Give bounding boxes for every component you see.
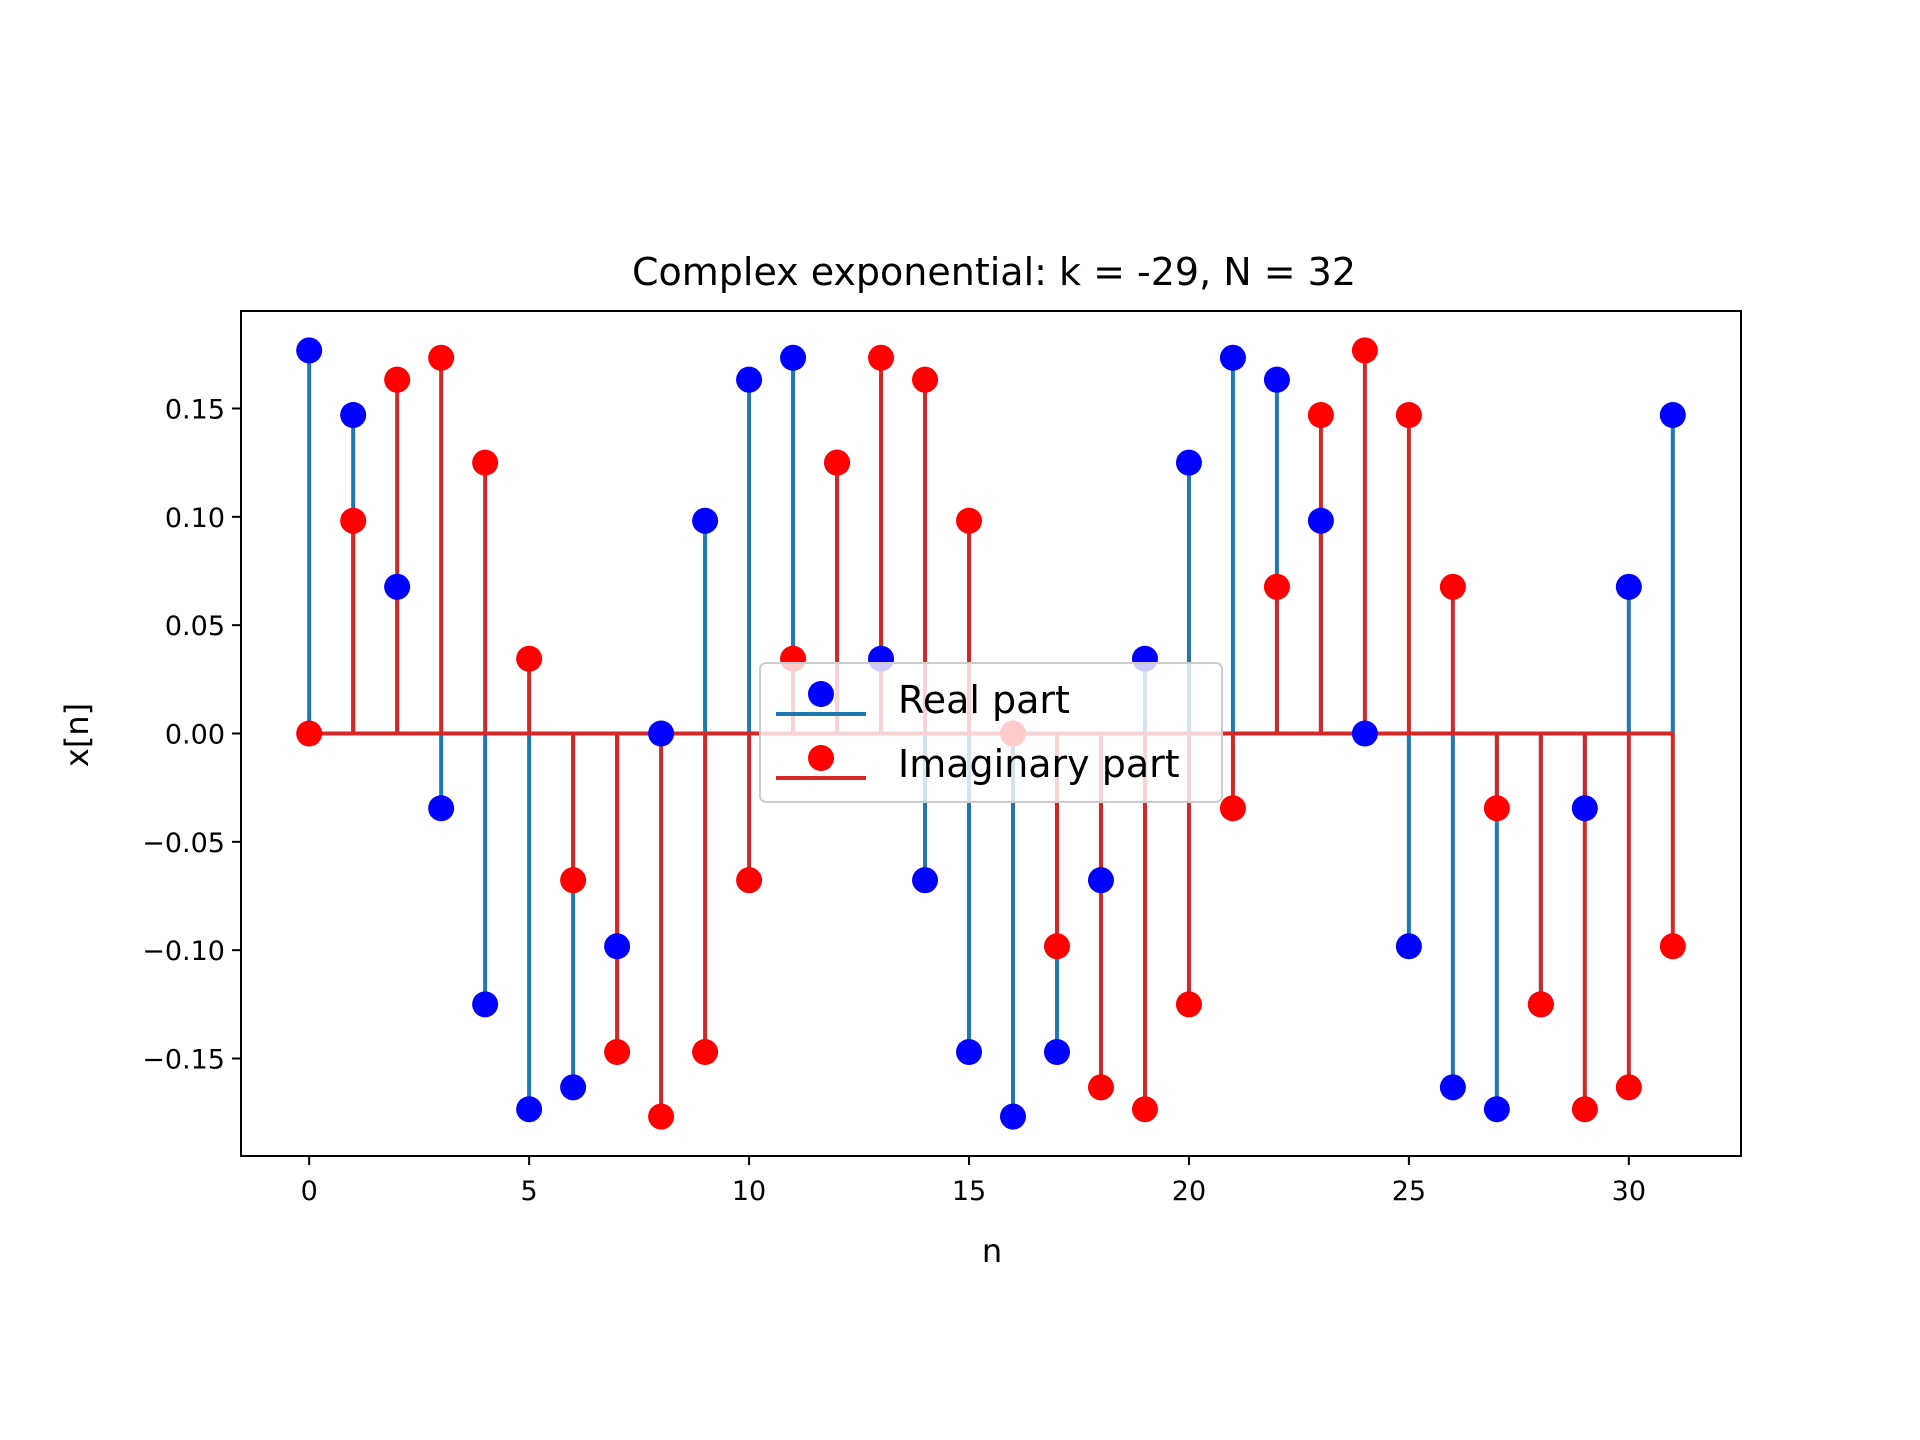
x-axis-ticks: 0 5 10 15 20 25 30 bbox=[301, 1156, 1646, 1207]
imaginary-marker-4 bbox=[472, 449, 499, 476]
imaginary-marker-28 bbox=[1527, 991, 1554, 1018]
real-marker-0 bbox=[296, 337, 323, 364]
x-tick-label-30: 30 bbox=[1612, 1176, 1646, 1207]
y-tick-label-3: 0.00 bbox=[165, 720, 225, 751]
imaginary-marker-26 bbox=[1439, 573, 1466, 600]
legend-real-marker bbox=[808, 681, 834, 707]
y-tick-label-0: −0.15 bbox=[142, 1045, 225, 1076]
imaginary-marker-19 bbox=[1131, 1096, 1158, 1123]
imaginary-marker-2 bbox=[384, 366, 411, 393]
legend: Real part Imaginary part bbox=[759, 662, 1223, 803]
real-marker-9 bbox=[692, 507, 719, 534]
real-marker-20 bbox=[1175, 449, 1202, 476]
imaginary-marker-9 bbox=[692, 1039, 719, 1065]
imaginary-marker-23 bbox=[1307, 402, 1334, 428]
real-marker-10 bbox=[736, 366, 763, 393]
real-marker-11 bbox=[780, 344, 807, 371]
y-axis-label: x[n] bbox=[58, 703, 96, 767]
y-tick-label-4: 0.05 bbox=[165, 611, 225, 642]
real-marker-24 bbox=[1351, 720, 1378, 747]
real-marker-27 bbox=[1483, 1096, 1510, 1123]
legend-entry-real: Real part bbox=[776, 678, 1070, 722]
real-marker-3 bbox=[428, 795, 455, 822]
imaginary-marker-17 bbox=[1043, 933, 1070, 960]
real-marker-21 bbox=[1219, 344, 1246, 371]
imaginary-marker-0 bbox=[296, 720, 323, 747]
real-marker-25 bbox=[1395, 933, 1422, 960]
real-marker-15 bbox=[956, 1039, 983, 1065]
imaginary-marker-20 bbox=[1175, 991, 1202, 1018]
legend-real-label: Real part bbox=[898, 678, 1070, 722]
real-marker-17 bbox=[1043, 1039, 1070, 1065]
real-marker-16 bbox=[999, 1103, 1026, 1130]
real-marker-5 bbox=[516, 1096, 543, 1123]
y-tick-label-1: −0.10 bbox=[142, 936, 225, 967]
imaginary-marker-6 bbox=[560, 867, 587, 894]
chart-title: Complex exponential: k = -29, N = 32 bbox=[632, 250, 1356, 294]
real-marker-30 bbox=[1615, 573, 1642, 600]
y-tick-label-2: −0.05 bbox=[142, 828, 225, 859]
imaginary-marker-30 bbox=[1615, 1074, 1642, 1101]
real-marker-7 bbox=[604, 933, 631, 960]
x-tick-label-10: 10 bbox=[732, 1176, 766, 1207]
imaginary-marker-1 bbox=[340, 507, 367, 534]
real-marker-22 bbox=[1263, 366, 1290, 393]
imaginary-marker-5 bbox=[516, 645, 543, 672]
real-marker-14 bbox=[912, 867, 939, 894]
imaginary-marker-18 bbox=[1087, 1074, 1114, 1101]
imaginary-marker-31 bbox=[1659, 933, 1686, 960]
real-marker-6 bbox=[560, 1074, 587, 1101]
imaginary-marker-15 bbox=[956, 507, 983, 534]
real-marker-26 bbox=[1439, 1074, 1466, 1101]
real-marker-8 bbox=[648, 720, 675, 747]
x-tick-label-20: 20 bbox=[1172, 1176, 1206, 1207]
x-tick-label-25: 25 bbox=[1392, 1176, 1426, 1207]
legend-entry-imaginary: Imaginary part bbox=[776, 742, 1180, 786]
y-tick-label-6: 0.15 bbox=[165, 395, 225, 426]
imaginary-marker-10 bbox=[736, 867, 763, 894]
imaginary-marker-13 bbox=[868, 344, 895, 371]
real-marker-4 bbox=[472, 991, 499, 1018]
imaginary-marker-21 bbox=[1219, 795, 1246, 822]
imaginary-marker-14 bbox=[912, 366, 939, 393]
imaginary-marker-29 bbox=[1571, 1096, 1598, 1123]
real-marker-23 bbox=[1307, 507, 1334, 534]
y-axis-ticks: −0.15 −0.10 −0.05 0.00 0.05 0.10 0.15 bbox=[142, 395, 241, 1076]
real-marker-29 bbox=[1571, 795, 1598, 822]
imaginary-marker-27 bbox=[1483, 795, 1510, 822]
imaginary-marker-25 bbox=[1395, 402, 1422, 428]
legend-imaginary-label: Imaginary part bbox=[898, 742, 1180, 786]
real-marker-2 bbox=[384, 573, 411, 600]
real-marker-1 bbox=[340, 402, 367, 428]
imaginary-marker-22 bbox=[1263, 573, 1290, 600]
imaginary-marker-12 bbox=[824, 449, 851, 476]
x-axis-label: n bbox=[982, 1232, 1002, 1270]
y-tick-label-5: 0.10 bbox=[165, 503, 225, 534]
imaginary-marker-8 bbox=[648, 1103, 675, 1130]
real-marker-31 bbox=[1659, 402, 1686, 428]
real-marker-18 bbox=[1087, 867, 1114, 894]
legend-box bbox=[759, 662, 1223, 803]
imaginary-marker-7 bbox=[604, 1039, 631, 1065]
imaginary-marker-3 bbox=[428, 344, 455, 371]
imaginary-marker-24 bbox=[1351, 337, 1378, 364]
x-tick-label-15: 15 bbox=[952, 1176, 986, 1207]
legend-imaginary-marker bbox=[808, 745, 834, 771]
x-tick-label-0: 0 bbox=[301, 1176, 318, 1207]
x-tick-label-5: 5 bbox=[521, 1176, 538, 1207]
